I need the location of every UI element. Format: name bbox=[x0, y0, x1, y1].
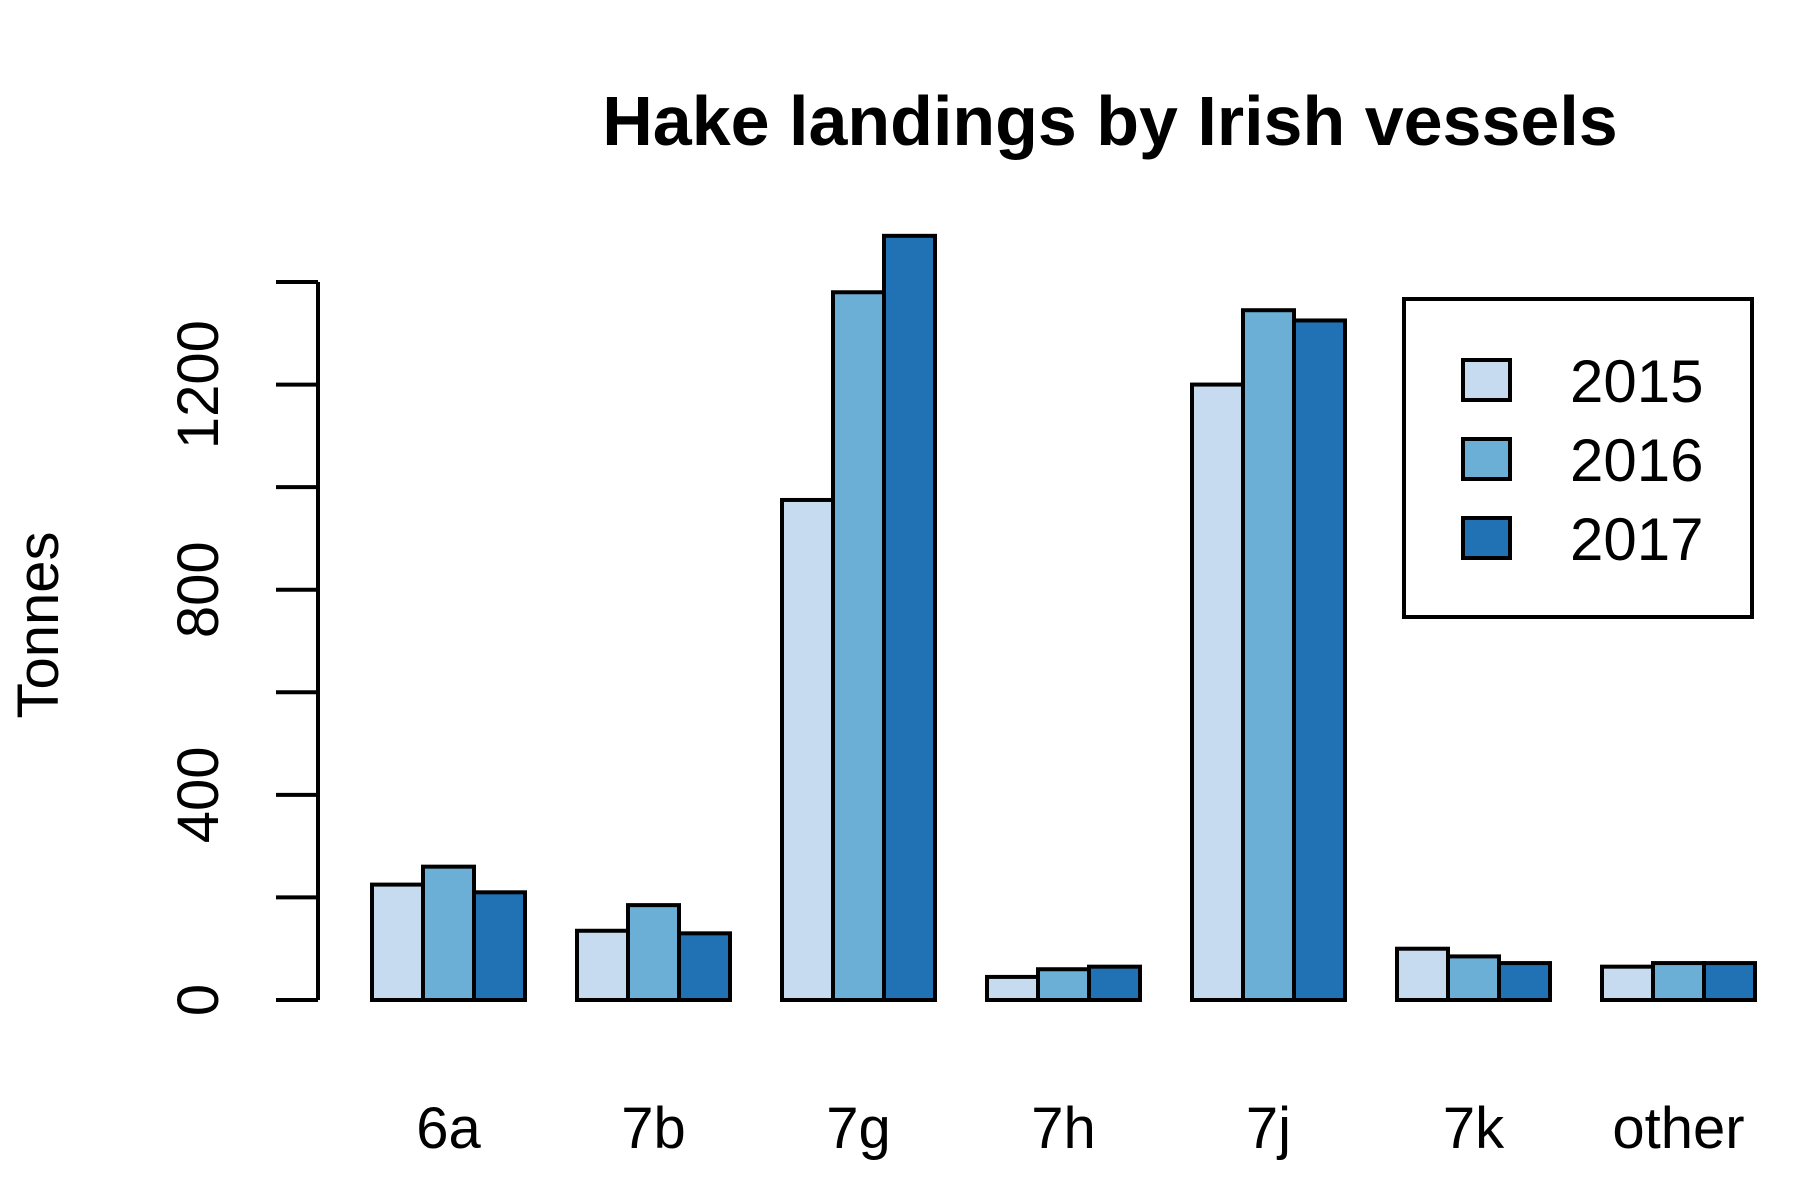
bar-other-2015 bbox=[1600, 964, 1655, 1003]
legend: 2015 2016 2017 bbox=[1402, 297, 1754, 619]
bar-7g-2017 bbox=[882, 233, 937, 1003]
bar-7g-2015 bbox=[780, 497, 835, 1002]
x-tick-label: 7b bbox=[621, 1096, 686, 1161]
y-tick-label: 0 bbox=[166, 984, 231, 1016]
bar-7j-2017 bbox=[1292, 318, 1347, 1002]
bar-7k-2016 bbox=[1446, 954, 1501, 1003]
legend-swatch-2016 bbox=[1461, 437, 1512, 481]
bar-7b-2016 bbox=[626, 903, 681, 1002]
legend-label-2016: 2016 bbox=[1570, 427, 1703, 494]
x-tick-label: 7h bbox=[1031, 1096, 1096, 1161]
bar-other-2016 bbox=[1651, 961, 1706, 1002]
bar-7h-2017 bbox=[1087, 964, 1142, 1003]
bar-7h-2015 bbox=[985, 974, 1040, 1003]
legend-swatch-2015 bbox=[1461, 358, 1512, 402]
bar-other-2017 bbox=[1702, 961, 1757, 1002]
bar-7j-2015 bbox=[1190, 382, 1245, 1003]
bar-7j-2016 bbox=[1241, 308, 1296, 1002]
x-axis-labels: 6a 7b 7g 7h 7j 7k other bbox=[416, 1096, 1744, 1161]
x-tick-label: other bbox=[1612, 1096, 1744, 1161]
legend-label-2017: 2017 bbox=[1570, 506, 1703, 573]
bar-7k-2015 bbox=[1395, 946, 1450, 1003]
x-tick-label: 7g bbox=[826, 1096, 891, 1161]
bar-6a-2016 bbox=[421, 864, 476, 1003]
bar-7b-2015 bbox=[575, 928, 630, 1002]
x-tick-label: 6a bbox=[416, 1096, 481, 1161]
chart-title: Hake landings by Irish vessels bbox=[602, 82, 1617, 160]
bar-7b-2017 bbox=[677, 931, 732, 1002]
y-axis: 0 400 800 1200 bbox=[166, 280, 320, 1016]
y-tick-label: 800 bbox=[166, 541, 231, 638]
bar-7k-2017 bbox=[1497, 961, 1552, 1002]
y-tick-label: 1200 bbox=[166, 320, 231, 449]
x-tick-label: 7j bbox=[1246, 1096, 1291, 1161]
legend-swatch-2017 bbox=[1461, 516, 1512, 560]
x-tick-label: 7k bbox=[1443, 1096, 1505, 1161]
y-tick-label: 400 bbox=[166, 746, 231, 843]
bar-7h-2016 bbox=[1036, 967, 1091, 1003]
bar-6a-2015 bbox=[370, 882, 425, 1002]
legend-label-2015: 2015 bbox=[1570, 348, 1703, 415]
bars-group bbox=[370, 233, 1757, 1003]
bar-6a-2017 bbox=[472, 890, 527, 1002]
y-axis-label: Tonnes bbox=[6, 531, 71, 718]
bar-7g-2016 bbox=[831, 290, 886, 1002]
